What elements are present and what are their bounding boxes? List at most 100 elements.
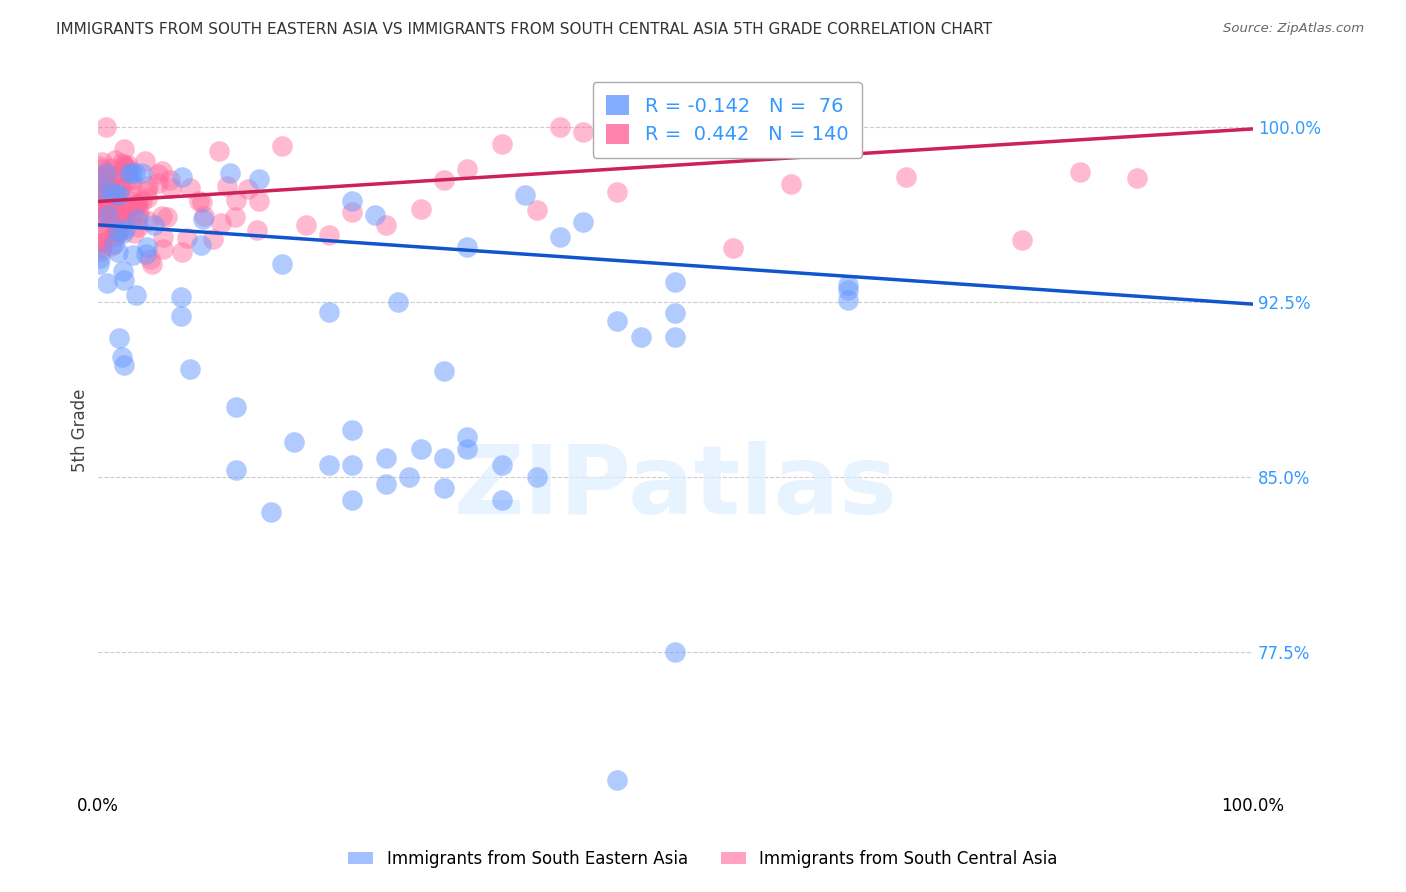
Point — [122, 227, 145, 241]
Point — [513, 188, 536, 202]
Point — [491, 458, 513, 472]
Point — [89, 186, 111, 201]
Point — [100, 212, 122, 227]
Point — [103, 153, 125, 168]
Point — [120, 185, 142, 199]
Point — [340, 194, 363, 209]
Text: ZIPatlas: ZIPatlas — [453, 442, 897, 534]
Point — [100, 184, 122, 198]
Point — [112, 273, 135, 287]
Point — [112, 158, 135, 172]
Point — [152, 164, 174, 178]
Point — [779, 178, 801, 192]
Point — [225, 463, 247, 477]
Point — [236, 182, 259, 196]
Point — [664, 645, 686, 659]
Point — [121, 195, 143, 210]
Point — [1126, 170, 1149, 185]
Point — [193, 209, 215, 223]
Point — [131, 167, 153, 181]
Point — [150, 209, 173, 223]
Point — [87, 159, 110, 173]
Point — [491, 493, 513, 508]
Point — [526, 469, 548, 483]
Text: Source: ZipAtlas.com: Source: ZipAtlas.com — [1223, 22, 1364, 36]
Point — [105, 229, 128, 244]
Legend: Immigrants from South Eastern Asia, Immigrants from South Central Asia: Immigrants from South Eastern Asia, Immi… — [342, 844, 1064, 875]
Point — [294, 219, 316, 233]
Point — [90, 195, 112, 210]
Point — [548, 230, 571, 244]
Point — [456, 240, 478, 254]
Point — [664, 330, 686, 344]
Point — [96, 206, 118, 220]
Point — [225, 194, 247, 208]
Point — [409, 442, 432, 456]
Point — [91, 161, 114, 176]
Point — [125, 288, 148, 302]
Point — [108, 188, 131, 202]
Point — [247, 171, 270, 186]
Point — [89, 202, 111, 216]
Point — [89, 236, 111, 251]
Point — [91, 240, 114, 254]
Point — [456, 442, 478, 456]
Point — [340, 423, 363, 437]
Point — [387, 295, 409, 310]
Point — [135, 247, 157, 261]
Point — [91, 155, 114, 169]
Point — [107, 168, 129, 182]
Point — [225, 400, 247, 414]
Point — [87, 257, 110, 271]
Point — [89, 183, 111, 197]
Point — [896, 169, 918, 184]
Point — [87, 200, 110, 214]
Point — [114, 222, 136, 236]
Point — [433, 482, 456, 496]
Point — [340, 493, 363, 508]
Point — [108, 180, 131, 194]
Point — [135, 240, 157, 254]
Point — [111, 350, 134, 364]
Point — [375, 451, 398, 466]
Point — [100, 174, 122, 188]
Point — [176, 231, 198, 245]
Point — [112, 203, 135, 218]
Point — [110, 180, 132, 194]
Point — [191, 212, 214, 227]
Point — [89, 188, 111, 202]
Point — [104, 225, 127, 239]
Point — [131, 194, 153, 208]
Point — [98, 194, 121, 208]
Point — [318, 227, 340, 242]
Point — [491, 136, 513, 151]
Point — [398, 469, 420, 483]
Point — [103, 169, 125, 183]
Point — [152, 230, 174, 244]
Point — [170, 245, 193, 260]
Point — [103, 218, 125, 232]
Point — [112, 263, 135, 277]
Point — [103, 236, 125, 251]
Point — [94, 177, 117, 191]
Point — [115, 166, 138, 180]
Point — [121, 176, 143, 190]
Point — [100, 238, 122, 252]
Point — [112, 159, 135, 173]
Point — [105, 186, 128, 201]
Point — [170, 309, 193, 323]
Point — [94, 172, 117, 186]
Text: IMMIGRANTS FROM SOUTH EASTERN ASIA VS IMMIGRANTS FROM SOUTH CENTRAL ASIA 5TH GRA: IMMIGRANTS FROM SOUTH EASTERN ASIA VS IM… — [56, 22, 993, 37]
Point — [125, 211, 148, 226]
Point — [318, 305, 340, 319]
Point — [89, 171, 111, 186]
Point — [143, 218, 166, 232]
Point — [107, 227, 129, 241]
Point — [135, 185, 157, 199]
Point — [548, 120, 571, 134]
Point — [202, 231, 225, 245]
Point — [172, 170, 194, 185]
Point — [97, 194, 120, 209]
Point — [156, 210, 179, 224]
Point — [94, 198, 117, 212]
